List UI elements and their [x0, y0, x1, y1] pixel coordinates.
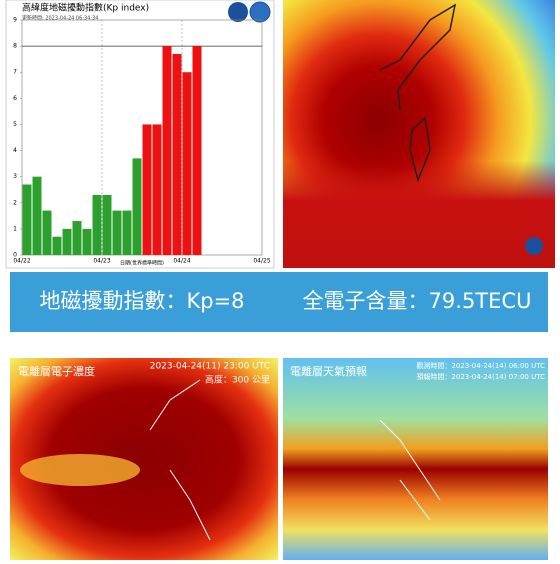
x-tick-label: 04/24 — [173, 258, 190, 265]
y-tick-label: 7 — [13, 69, 17, 76]
bar — [112, 210, 122, 255]
y-tick-label: 3 — [13, 173, 17, 180]
bar — [132, 158, 142, 255]
y-tick-label: 4 — [13, 147, 17, 154]
y-tick-label: 9 — [13, 17, 17, 24]
panel-height: 高度：300 公里 — [205, 374, 270, 386]
panel-title: 電離層天氣預報 — [290, 364, 367, 378]
bar — [92, 194, 102, 255]
bar — [142, 124, 152, 255]
y-tick-label: 6 — [13, 95, 17, 102]
chart-subtitle: 更新時間: 2023-04-24 06:34:34 — [22, 15, 98, 22]
plot-area — [21, 19, 263, 256]
bar — [52, 236, 62, 255]
bar — [42, 210, 52, 255]
x-tick-label: 04/23 — [93, 258, 110, 265]
bar — [102, 194, 112, 255]
kp-text: 地磁擾動指數：Kp=8 — [39, 289, 244, 313]
y-tick-label: 5 — [13, 121, 17, 128]
y-tick-label: 8 — [13, 43, 17, 50]
chart-title: 高緯度地磁擾動指數(Kp index) — [22, 2, 149, 14]
x-tick-label: 04/25 — [253, 258, 270, 265]
bar — [82, 228, 92, 255]
bar — [72, 221, 82, 255]
panel-title: 電離層電子濃度 — [18, 364, 95, 378]
bar — [152, 124, 162, 255]
chart: 高緯度地磁擾動指數(Kp index) 更新時間: 2023-04-24 06:… — [13, 1, 271, 267]
bar — [182, 72, 192, 255]
bar — [162, 46, 172, 255]
x-tick-label: 04/22 — [13, 258, 30, 265]
forecast-map: 電離層天氣預報 觀測時間：2023-04-24(14) 06:00 UTC 預報… — [283, 358, 548, 560]
bar — [62, 228, 72, 255]
bar — [192, 46, 202, 255]
density-map: 電離層電子濃度 2023-04-24(11) 23:00 UTC 高度：300 … — [10, 358, 278, 560]
tec-map — [283, 0, 555, 268]
x-axis-label: 日期(世界標準時間) — [120, 260, 164, 267]
bar — [122, 210, 132, 255]
bar — [172, 53, 182, 255]
panel-observed: 觀測時間：2023-04-24(14) 06:00 UTC — [416, 361, 545, 370]
bar — [32, 176, 42, 255]
logo — [228, 2, 248, 22]
logo — [249, 1, 271, 23]
tec-text: 全電子含量：79.5TECU — [303, 289, 532, 313]
panel-forecast: 預報時間：2023-04-24(14) 07:00 UTC — [416, 372, 545, 381]
y-tick-label: 1 — [13, 225, 17, 232]
bar — [22, 184, 32, 255]
y-tick-label: 0 — [13, 252, 17, 259]
y-tick-label: 2 — [13, 199, 17, 206]
banner — [10, 272, 548, 332]
panel-time: 2023-04-24(11) 23:00 UTC — [150, 362, 270, 372]
